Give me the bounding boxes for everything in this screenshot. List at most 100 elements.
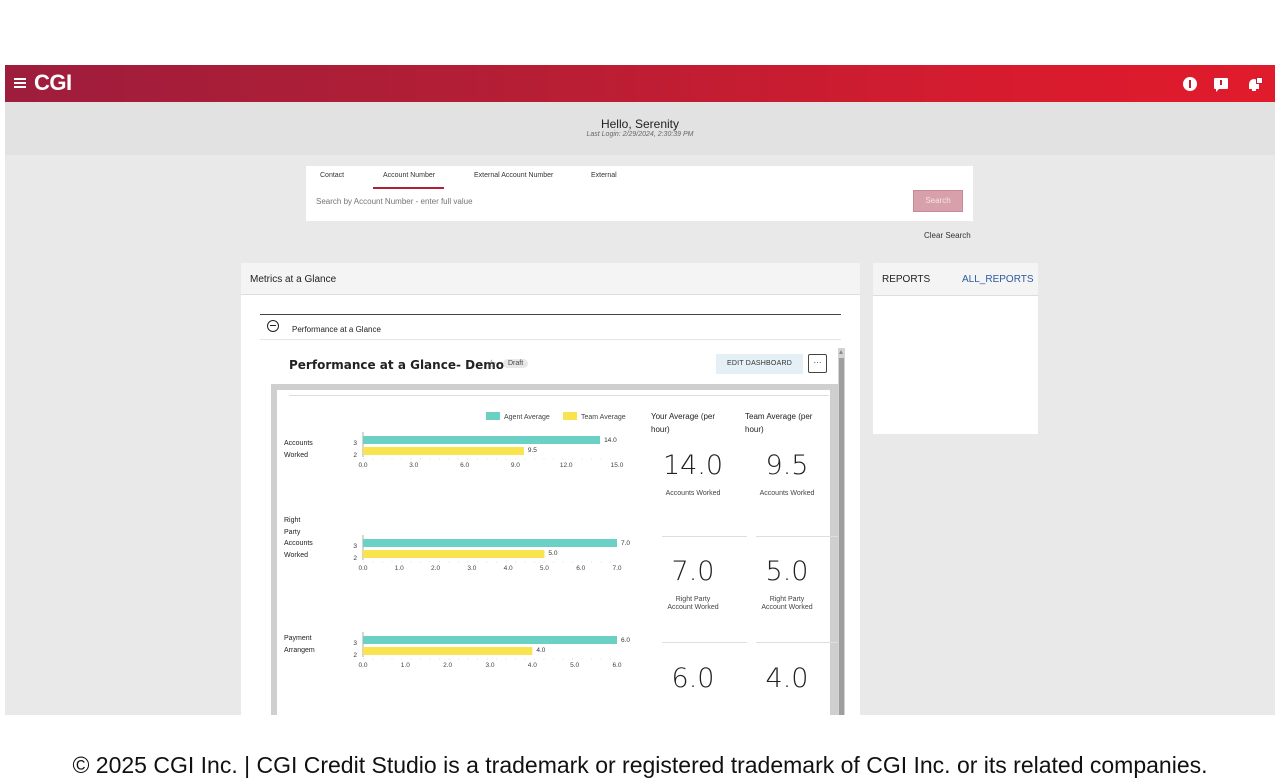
data-label: 4.0 [536, 647, 545, 654]
team-average-header: Team Average (per hour) [745, 410, 812, 436]
bell-icon[interactable] [1248, 77, 1263, 91]
search-input[interactable] [316, 194, 906, 208]
greeting-band: Hello, Serenity Last Login: 2/29/2024, 2… [5, 102, 1275, 155]
category-label-line: Payment [284, 635, 312, 642]
dashboard-canvas: Agent Average Team Average Your Average … [271, 384, 841, 715]
last-login-text: Last Login: 2/29/2024, 2:30:39 PM [586, 131, 694, 138]
data-label: 6.0 [621, 637, 630, 644]
tab-account-number[interactable]: Account Number [373, 172, 445, 189]
legend-item-team: Team Average [563, 412, 626, 421]
status-badge: Draft [503, 359, 529, 368]
bar-team-average [363, 550, 545, 558]
app-window: CGI Hello, Serenity Last Login: 2/29/202… [5, 65, 1275, 715]
x-tick-label: 3.0 [467, 565, 476, 572]
legend-swatch [563, 412, 577, 420]
kpi-your-accounts-worked: 14.0 [662, 450, 724, 481]
metrics-title: Metrics at a Glance [250, 274, 337, 285]
legend-label: Agent Average [504, 414, 550, 421]
x-tick-label: 0.0 [358, 565, 367, 572]
category-label-line: Accounts [284, 440, 313, 447]
kpi-team-accounts-worked: 9.5 [765, 450, 809, 481]
x-tick-label: 9.0 [511, 462, 520, 469]
y-tick-label: 3 [353, 543, 357, 550]
category-label-line: Accounts [284, 540, 313, 547]
star-icon[interactable]: ☆ [486, 357, 497, 371]
kpi-label: Right Party Account Worked [648, 596, 738, 612]
x-tick-label: 1.0 [401, 662, 410, 669]
x-tick-label: 4.0 [504, 565, 513, 572]
kpi-your-payment-arrangement: 6.0 [671, 663, 715, 694]
section-title: Performance at a Glance [292, 325, 381, 334]
clear-search-link[interactable]: Clear Search [924, 231, 971, 240]
footer-copyright: © 2025 CGI Inc. | CGI Credit Studio is a… [72, 752, 1208, 778]
header-line: hour) [745, 425, 764, 434]
edit-dashboard-button[interactable]: EDIT DASHBOARD [716, 354, 803, 374]
collapse-icon[interactable] [267, 320, 279, 332]
bar-agent-average [363, 636, 617, 644]
x-tick-label: 12.0 [560, 462, 573, 469]
divider [289, 395, 829, 396]
header-line: Team Average (per [745, 412, 813, 421]
divider [756, 642, 841, 643]
tab-external[interactable]: External [591, 172, 617, 179]
category-label: Right Party Accounts Worked [284, 515, 334, 561]
x-tick-label: 6.0 [576, 565, 585, 572]
scroll-up-icon[interactable] [839, 350, 843, 354]
y-tick-label: 3 [353, 440, 357, 447]
metrics-panel: Metrics at a Glance Performance at a Gla… [241, 263, 860, 715]
x-tick-label: 4.0 [528, 662, 537, 669]
x-tick-label: 5.0 [570, 662, 579, 669]
y-tick-label: 3 [353, 640, 357, 647]
all-reports-link[interactable]: ALL_REPORTS [962, 274, 1034, 285]
data-label: 7.0 [621, 540, 630, 547]
legend-label: Team Average [581, 414, 626, 421]
kpi-label-line: Right Party [769, 596, 805, 603]
reports-panel: REPORTS ALL_REPORTS [873, 263, 1038, 434]
search-card: Contact Account Number External Account … [306, 166, 973, 221]
bar-agent-average [363, 436, 601, 444]
x-tick-label: 3.0 [409, 462, 418, 469]
bar-team-average [363, 647, 533, 655]
divider [662, 642, 747, 643]
divider [756, 536, 841, 537]
top-nav-bar: CGI [5, 65, 1275, 102]
x-tick-label: 2.0 [443, 662, 452, 669]
vertical-scrollbar[interactable] [838, 348, 845, 715]
kpi-your-right-party: 7.0 [671, 556, 715, 587]
kpi-label-line: Account Worked [761, 604, 813, 611]
kpi-team-right-party: 5.0 [765, 556, 809, 587]
category-label-line: Right [284, 517, 301, 524]
bar-chart-2: 3 2 7.0 5.0 0.0 1.0 2.0 3.0 4.0 5.0 6.0 7.0 [353, 535, 630, 572]
cgi-logo[interactable]: CGI [34, 70, 72, 95]
x-tick-label: 0.0 [358, 462, 367, 469]
reports-header: REPORTS ALL_REPORTS [873, 263, 1038, 296]
category-label-line: Party [284, 528, 301, 536]
tab-external-account-number[interactable]: External Account Number [474, 172, 554, 179]
bar-chart-3: 3 2 6.0 4.0 0.0 1.0 2.0 3.0 4.0 5.0 6.0 [353, 632, 630, 669]
category-label-line: Worked [284, 451, 308, 459]
category-label-line: Arrangem [284, 646, 315, 654]
x-tick-label: 0.0 [358, 662, 367, 669]
bar-chart-1: 3 2 14.0 9.5 0.0 3.0 6.0 9.0 12.0 15.0 [353, 432, 624, 469]
metrics-header: Metrics at a Glance [241, 263, 860, 295]
search-button[interactable]: Search [913, 190, 963, 212]
dashboard-content: Agent Average Team Average Your Average … [277, 390, 841, 715]
chat-icon[interactable] [1214, 78, 1228, 92]
header-line: Your Average (per [651, 412, 716, 421]
reports-title: REPORTS [882, 274, 931, 285]
category-label: Payment Arrangem [284, 633, 334, 656]
scrollbar-thumb[interactable] [839, 358, 844, 715]
more-options-button[interactable]: ··· [808, 354, 827, 373]
data-label: 14.0 [604, 437, 617, 444]
x-tick-label: 7.0 [612, 565, 621, 572]
menu-icon[interactable] [14, 76, 26, 90]
kpi-label: Accounts Worked [665, 490, 721, 497]
legend-item-agent: Agent Average [486, 412, 550, 421]
tab-contact[interactable]: Contact [320, 172, 345, 179]
bar-agent-average [363, 539, 617, 547]
divider [662, 536, 747, 537]
divider [260, 314, 841, 315]
y-tick-label: 2 [353, 555, 357, 562]
category-label-line: Worked [284, 551, 308, 559]
info-icon[interactable] [1183, 77, 1197, 91]
